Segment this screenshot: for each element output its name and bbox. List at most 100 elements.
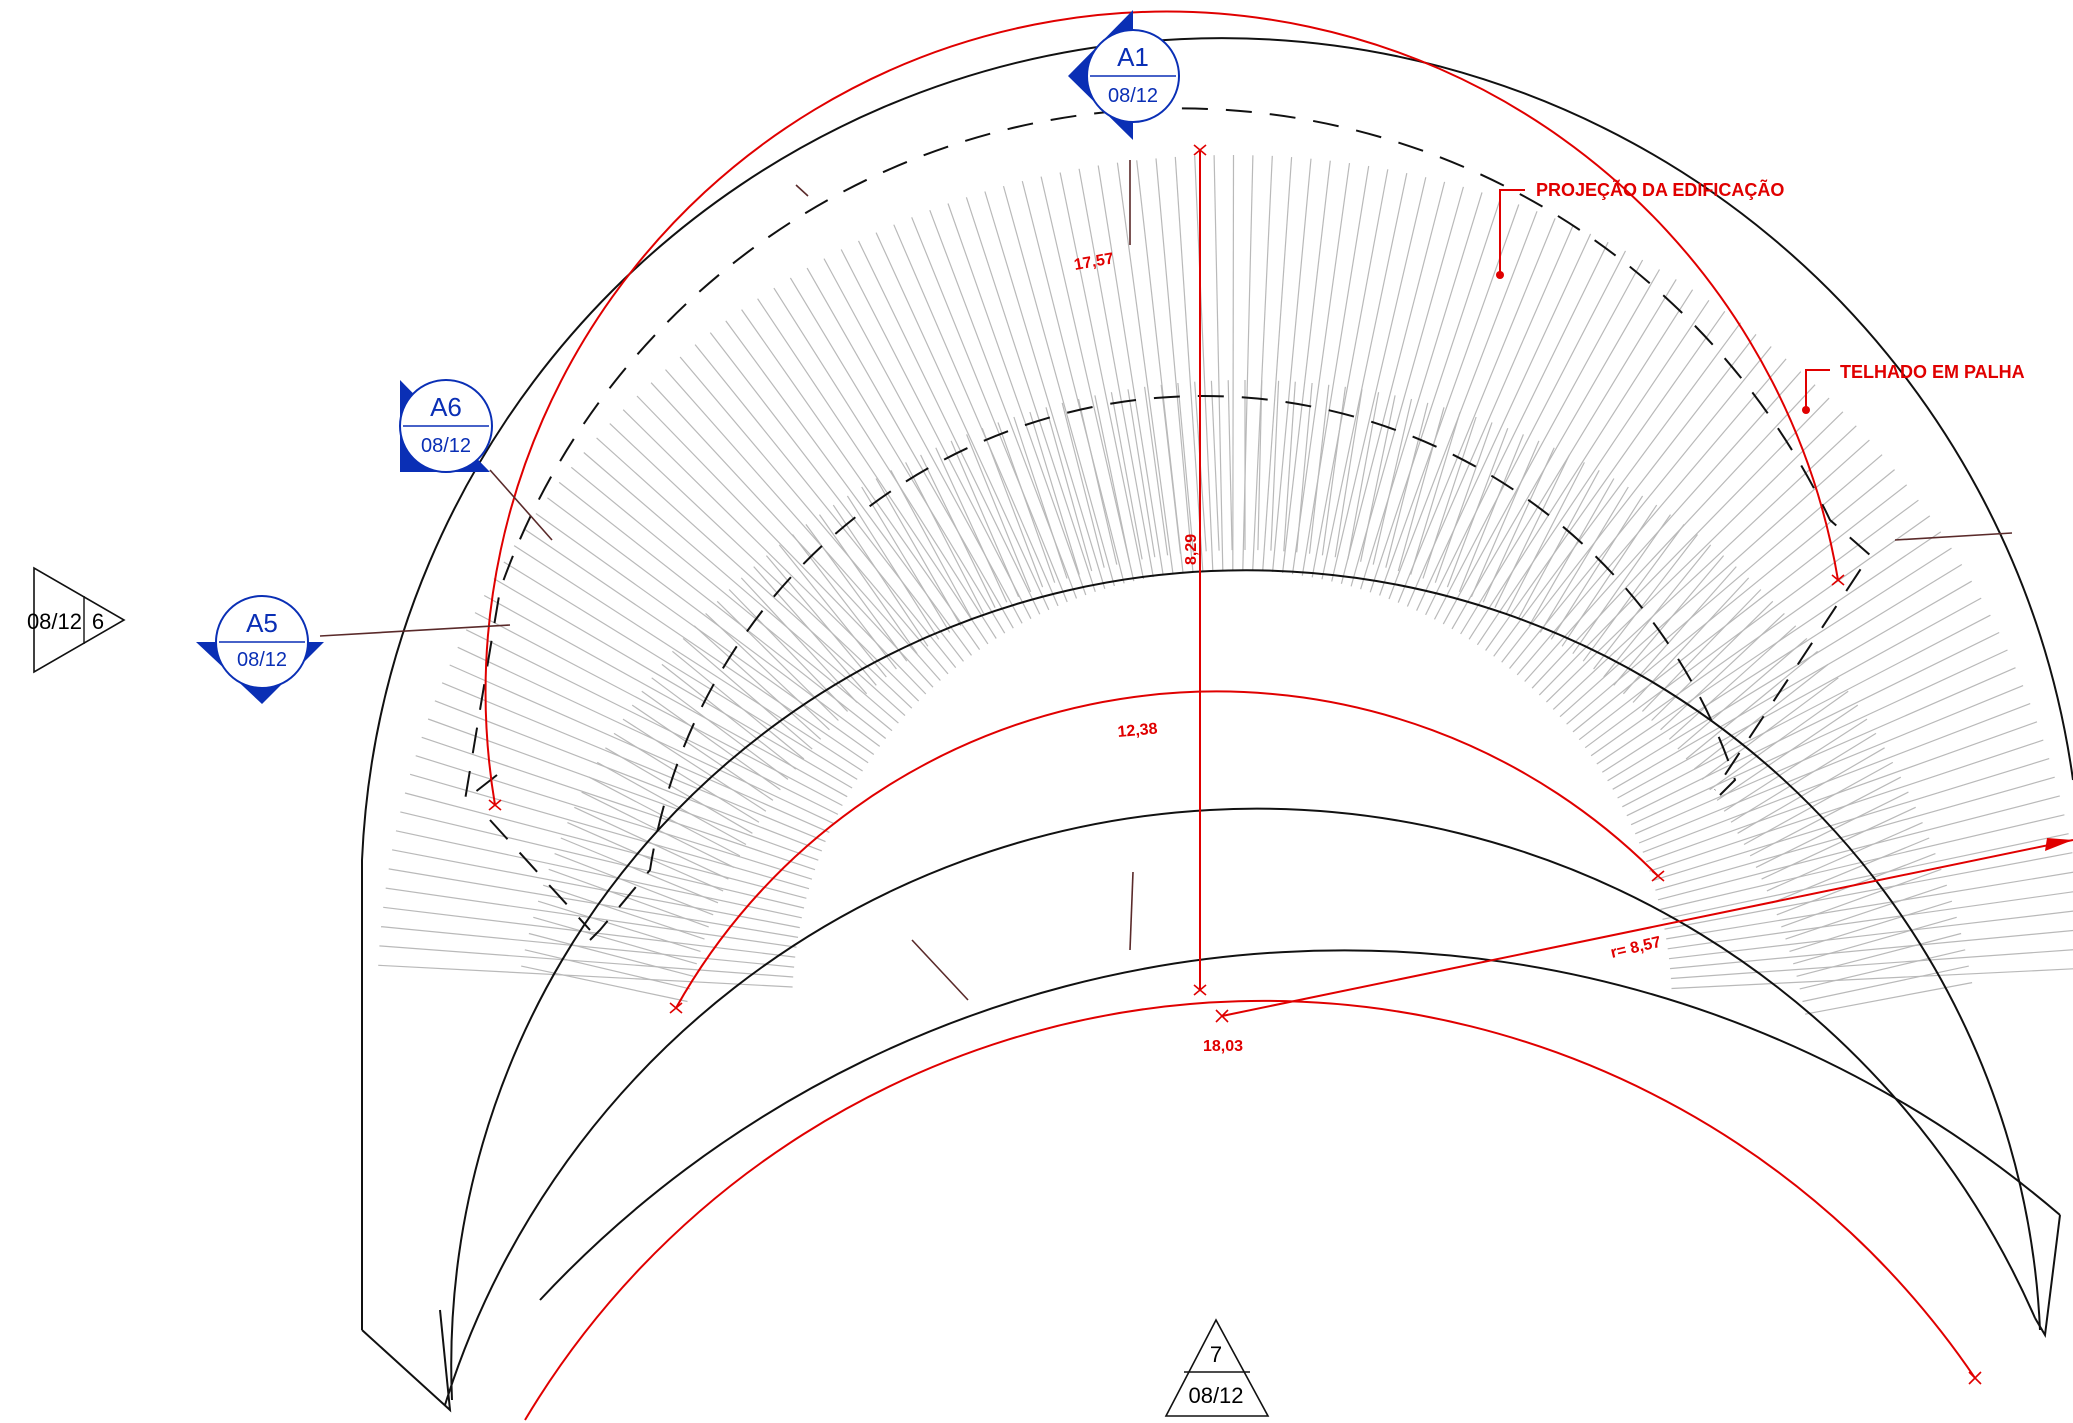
thatch-rafter-line <box>1755 791 1909 868</box>
thatch-rafter-line <box>875 232 1050 611</box>
thatch-rafter-line <box>1634 667 2016 835</box>
thatch-rafter-line <box>965 197 1096 592</box>
thatch-rafter-line <box>890 470 973 620</box>
leader-thatch <box>1805 369 1830 410</box>
thatch-rafter-line <box>503 561 858 780</box>
section-marker-7[interactable]: 7 08/12 <box>1164 1318 1270 1417</box>
thatch-rafter-line <box>682 637 813 750</box>
thatch-rafter-line <box>805 524 908 662</box>
thatch-rafter-line <box>1416 233 1592 611</box>
thatch-rafter-line <box>905 462 985 614</box>
thatch-rafter-line <box>765 555 877 686</box>
thatch-rafter-line <box>421 736 816 871</box>
thatch-rafter-line <box>1538 397 1830 696</box>
thatch-rafter-line <box>1685 650 1818 760</box>
thatch-rafter-line <box>1638 685 2024 844</box>
thatch-rafter-line <box>1641 589 1762 712</box>
thatch-rafter-line <box>694 344 957 668</box>
thatch-rafter-line <box>1652 758 2050 882</box>
dimension-tick <box>669 1002 683 1014</box>
thatch-rafter-line <box>1433 250 1627 620</box>
thatch-rafter-line <box>554 853 714 916</box>
thatch-rafter-line <box>1160 384 1182 554</box>
thatch-rafter-line <box>524 528 869 764</box>
thatch-rafter-line <box>1347 392 1380 560</box>
thatch-rafter-line <box>547 497 881 747</box>
thatch-rafter-line <box>1626 631 2000 817</box>
thatch-rafter-line <box>984 191 1106 589</box>
thatch-rafter-line <box>583 452 899 724</box>
thatch-rafter-line <box>1596 531 1942 765</box>
thatch-rafter-line <box>875 478 962 627</box>
thatch-rafter-line <box>1077 398 1118 565</box>
thatch-rafter-line <box>1422 416 1477 579</box>
thatch-rafter-line <box>1144 386 1169 556</box>
thatch-rafter-line <box>560 837 719 904</box>
thatch-rafter-line <box>483 594 848 798</box>
roof-right-tip <box>2034 1214 2061 1339</box>
thatch-rafter-line <box>1155 158 1194 572</box>
elevation-tag-a5[interactable]: A5 08/12 <box>196 595 324 704</box>
thatch-rafter-line <box>1603 544 1712 678</box>
thatch-rafter-line <box>740 577 858 703</box>
thatch-rafter-line <box>693 625 822 740</box>
annotation-building-projection: PROJEÇÃO DA EDIFICAÇÃO <box>1536 179 1784 200</box>
thatch-rafter-line <box>1094 395 1130 562</box>
thatch-rafter-line <box>1613 555 1725 686</box>
thatch-rafter-line <box>521 965 688 1003</box>
roof-inner-hole-edge <box>539 949 2061 1301</box>
thatch-rafter-line <box>741 309 981 650</box>
thatch-rafter-line <box>1617 597 1982 799</box>
roof-outer-edge <box>361 37 2073 1330</box>
thatch-rafter-line <box>1434 422 1493 583</box>
thatch-rafter-line <box>1360 395 1396 562</box>
thatch-rafter-line <box>1110 392 1143 560</box>
thatch-rafter-line <box>1545 411 1844 703</box>
thatch-rafter-line <box>773 287 997 639</box>
thatch-rafter-line <box>1709 690 1849 791</box>
thatch-rafter-line <box>1766 822 1923 892</box>
thatch-rafter-line <box>558 481 887 739</box>
thatch-rafter-line <box>1485 310 1726 651</box>
thatch-rafter-line <box>605 747 753 834</box>
section-marker-6[interactable]: 08/12 6 <box>27 566 126 674</box>
thatch-rafter-line <box>950 440 1020 598</box>
thatch-rafter-line <box>1781 868 1942 928</box>
thatch-rafter-line <box>1531 384 1816 689</box>
dimension-arc-outer <box>484 10 1839 806</box>
thatch-rafter-line <box>1397 218 1556 603</box>
section-number: 7 <box>1210 1342 1222 1367</box>
thatch-rafter-line <box>1622 614 1991 808</box>
section-number: 6 <box>92 609 104 634</box>
thatch-rafter-line <box>543 884 705 940</box>
elevation-tag-a1[interactable]: A1 08/12 <box>1068 10 1180 140</box>
thatch-rafter-line <box>493 578 853 789</box>
thatch-rafter-line <box>1761 806 1916 880</box>
thatch-rafter-line <box>636 395 927 695</box>
elevation-tag-a6[interactable]: A6 08/12 <box>399 379 493 473</box>
thatch-rafter-line <box>1213 155 1224 571</box>
thatch-rafter-line <box>1078 168 1154 578</box>
thatch-rafter-line <box>1584 499 1919 749</box>
thatch-rafter-line <box>1668 910 2073 960</box>
thatch-rafter-line <box>1528 478 1615 627</box>
thatch-rafter-line <box>665 369 941 681</box>
thatch-rafter-line <box>1194 155 1214 571</box>
thatch-rafter-line <box>1385 402 1429 568</box>
thatch-rafter-line <box>857 240 1041 615</box>
thatch-rafter-line <box>1029 411 1080 575</box>
thatch-rafter-line <box>404 792 807 899</box>
detail-line <box>795 184 809 197</box>
thatch-rafter-line <box>1802 965 1969 1003</box>
thatch-rafter-line <box>1493 322 1742 657</box>
thatch-rafter-line <box>1572 469 1895 733</box>
thatch-rafter-line <box>1116 162 1174 575</box>
thatch-rafter-line <box>1283 381 1296 552</box>
thatch-rafter-line <box>1550 495 1644 640</box>
thatch-rafter-line <box>1321 172 1408 580</box>
thatch-rafter-line <box>1785 884 1947 940</box>
tag-sheet: 08/12 <box>1108 85 1158 107</box>
thatch-rafter-line <box>1013 416 1068 579</box>
thatch-rafter-line <box>537 900 701 952</box>
thatch-rafter-line <box>1593 534 1698 670</box>
